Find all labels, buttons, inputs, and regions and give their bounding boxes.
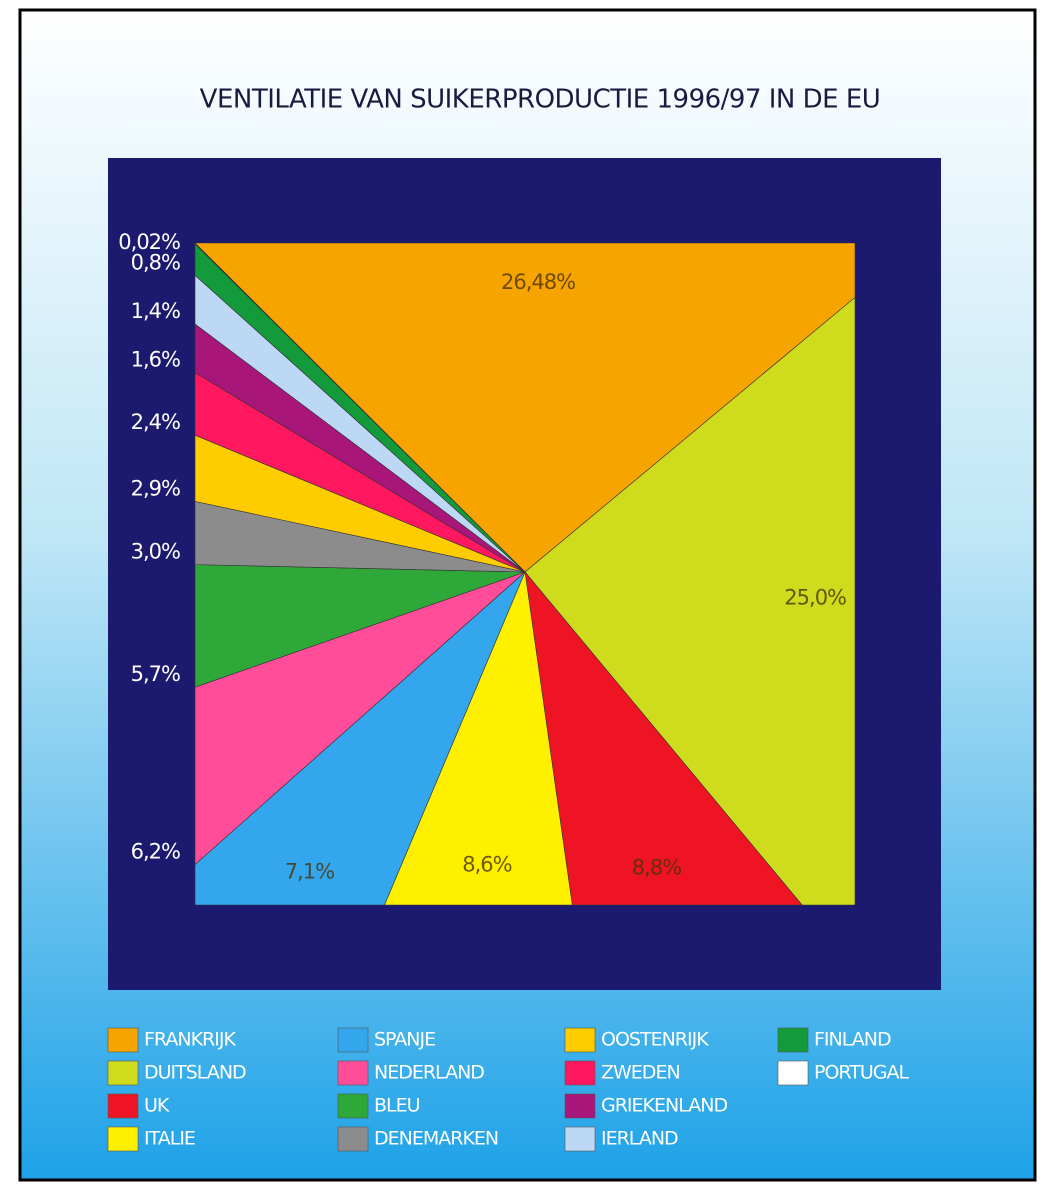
slice-label: 26,48% (501, 270, 575, 294)
chart-title: VENTILATIE VAN SUIKERPRODUCTIE 1996/97 I… (200, 85, 881, 115)
legend-swatch (107, 1093, 139, 1119)
slice-label: 8,6% (462, 852, 511, 876)
legend-swatch (337, 1126, 369, 1152)
legend-swatch (337, 1093, 369, 1119)
slice-label: 0,8% (131, 250, 180, 274)
slice (194, 242, 856, 573)
slice-label: 6,2% (131, 840, 180, 864)
legend-swatch (107, 1126, 139, 1152)
legend-label: FRANKRIJK (144, 1029, 236, 1051)
slice (194, 571, 526, 866)
slice-label: 0,02% (118, 230, 180, 254)
slice (384, 570, 573, 906)
legend-label: IERLAND (601, 1128, 678, 1150)
slice-label: 8,8% (632, 855, 681, 879)
legend-label: DUITSLAND (144, 1062, 246, 1084)
legend-swatch (564, 1027, 596, 1053)
legend-label: ITALIE (144, 1128, 195, 1150)
slice (194, 571, 526, 906)
slice-label: 3,0% (131, 540, 180, 564)
legend-swatch (337, 1060, 369, 1086)
legend-swatch (107, 1027, 139, 1053)
legend-swatch (777, 1027, 809, 1053)
legend-swatch (337, 1027, 369, 1053)
slice (194, 564, 526, 688)
legend-label: DENEMARKEN (374, 1128, 498, 1150)
slice-label: 25,0% (784, 586, 846, 610)
legend-label: OOSTENRIJK (601, 1029, 709, 1051)
legend-label: UK (144, 1095, 170, 1117)
legend-label: PORTUGAL (814, 1062, 909, 1084)
legend-swatch (564, 1093, 596, 1119)
slice-label: 1,4% (131, 299, 180, 323)
legend-swatch (107, 1060, 139, 1086)
legend-label: FINLAND (814, 1029, 891, 1051)
slice-label: 2,4% (131, 410, 180, 434)
legend-label: NEDERLAND (374, 1062, 484, 1084)
legend-swatch (777, 1060, 809, 1086)
legend-label: ZWEDEN (601, 1062, 680, 1084)
legend-swatch (564, 1126, 596, 1152)
slice-label: 1,6% (131, 347, 180, 371)
slice-label: 2,9% (131, 476, 180, 500)
legend-swatch (564, 1060, 596, 1086)
slice (524, 296, 856, 906)
slice-label: 7,1% (285, 860, 334, 884)
slice (524, 570, 803, 906)
legend-label: BLEU (374, 1095, 420, 1117)
slice (194, 242, 526, 573)
legend-label: GRIEKENLAND (601, 1095, 727, 1117)
legend-label: SPANJE (374, 1029, 435, 1051)
slice-label: 5,7% (131, 662, 180, 686)
